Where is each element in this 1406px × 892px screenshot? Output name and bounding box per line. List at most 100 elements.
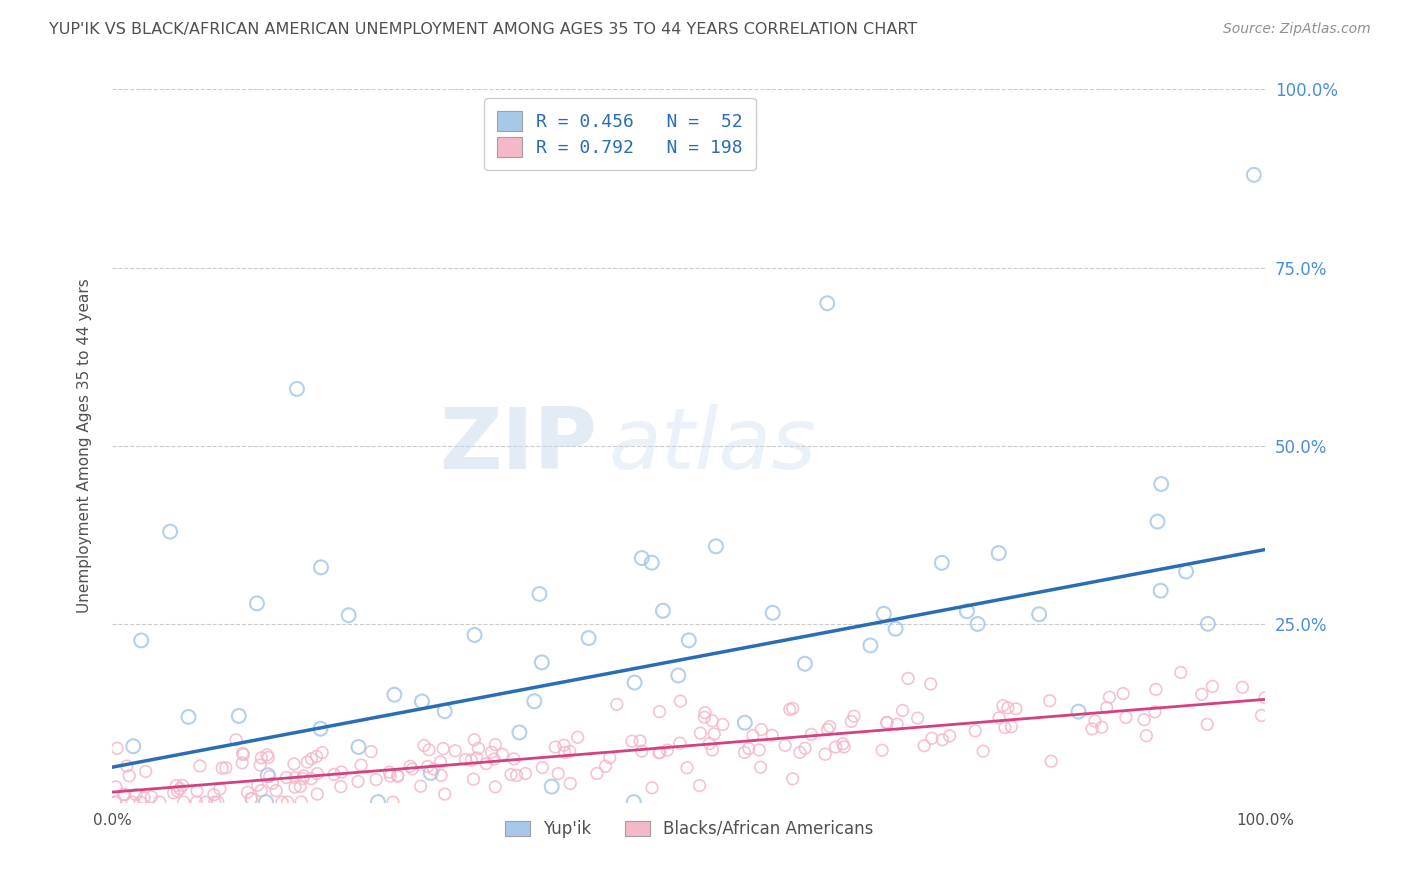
Point — [1039, 694, 1062, 708]
Point — [433, 787, 456, 801]
Point — [284, 780, 307, 794]
Text: atlas: atlas — [609, 404, 817, 488]
Point — [162, 786, 184, 800]
Point — [544, 739, 567, 754]
Point — [194, 795, 217, 809]
Point — [773, 739, 796, 753]
Point — [623, 675, 645, 690]
Point — [454, 752, 477, 766]
Point — [380, 769, 402, 783]
Point — [159, 524, 181, 539]
Point — [779, 702, 801, 716]
Point — [307, 787, 329, 801]
Point — [693, 706, 716, 720]
Point — [938, 729, 960, 743]
Point — [364, 772, 387, 787]
Point — [762, 606, 785, 620]
Point — [276, 771, 298, 785]
Point — [693, 710, 716, 724]
Point — [873, 607, 896, 621]
Point — [382, 688, 405, 702]
Point — [689, 779, 711, 793]
Point — [1095, 700, 1118, 714]
Point — [240, 791, 263, 805]
Point — [931, 556, 953, 570]
Point — [595, 759, 617, 773]
Point — [250, 751, 273, 765]
Point — [290, 780, 312, 794]
Point — [484, 780, 506, 794]
Point — [699, 737, 721, 751]
Point — [277, 795, 299, 809]
Point — [1005, 702, 1028, 716]
Point — [648, 705, 671, 719]
Point — [956, 604, 979, 618]
Point — [231, 756, 253, 770]
Point — [1000, 720, 1022, 734]
Point — [422, 762, 444, 776]
Point — [323, 767, 346, 781]
Point — [567, 731, 589, 745]
Point — [1191, 687, 1213, 701]
Point — [789, 745, 811, 759]
Point — [702, 714, 724, 728]
Point — [173, 795, 195, 809]
Point — [606, 698, 628, 712]
Point — [641, 780, 664, 795]
Point — [815, 296, 838, 310]
Point — [987, 546, 1010, 560]
Point — [347, 739, 370, 754]
Point — [401, 762, 423, 776]
Point — [309, 722, 332, 736]
Point — [186, 795, 208, 809]
Point — [246, 778, 269, 792]
Point — [1115, 710, 1137, 724]
Point — [465, 751, 488, 765]
Point — [505, 768, 527, 782]
Point — [669, 736, 692, 750]
Point — [876, 715, 898, 730]
Point — [824, 739, 846, 754]
Point — [738, 741, 761, 756]
Point — [246, 596, 269, 610]
Point — [433, 704, 456, 718]
Point — [367, 795, 389, 809]
Point — [463, 628, 485, 642]
Point — [599, 750, 621, 764]
Point — [228, 709, 250, 723]
Point — [1143, 705, 1166, 719]
Point — [1146, 515, 1168, 529]
Text: ZIP: ZIP — [439, 404, 596, 488]
Point — [292, 769, 315, 783]
Point — [554, 746, 576, 760]
Point — [409, 779, 432, 793]
Point — [503, 752, 526, 766]
Point — [188, 759, 211, 773]
Point — [186, 784, 208, 798]
Point — [920, 677, 942, 691]
Point — [104, 795, 127, 809]
Point — [651, 604, 673, 618]
Point — [988, 711, 1011, 725]
Point — [262, 776, 284, 790]
Point — [256, 768, 278, 782]
Point — [122, 739, 145, 754]
Point — [641, 556, 664, 570]
Point — [782, 772, 804, 786]
Point — [553, 739, 575, 753]
Point — [530, 656, 553, 670]
Point — [104, 780, 127, 794]
Point — [481, 745, 503, 759]
Point — [972, 744, 994, 758]
Point — [105, 741, 128, 756]
Point — [997, 701, 1019, 715]
Point — [1254, 690, 1277, 705]
Point — [240, 792, 263, 806]
Point — [307, 766, 329, 780]
Point — [817, 723, 839, 737]
Point — [931, 732, 953, 747]
Point — [814, 747, 837, 762]
Point — [132, 790, 155, 805]
Point — [1091, 720, 1114, 734]
Point — [529, 587, 551, 601]
